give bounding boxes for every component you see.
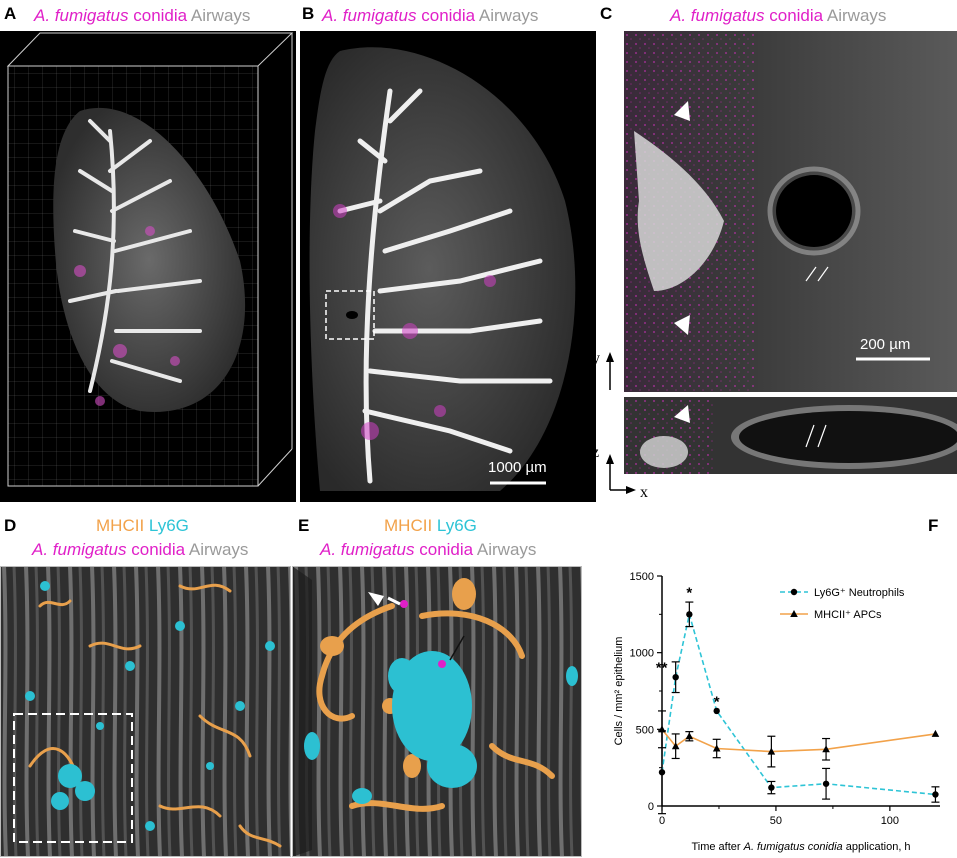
y-tick-label: 500 — [636, 724, 654, 736]
ly6g-label: Ly6G — [436, 516, 477, 535]
series-line-1 — [661, 728, 936, 753]
conidia-label: conidia — [131, 540, 186, 559]
data-point-circle — [768, 784, 775, 791]
data-point-triangle — [671, 742, 680, 750]
data-point-circle — [672, 674, 679, 681]
conidia-label: conidia — [133, 6, 188, 25]
panel-c-xz-image — [624, 397, 957, 474]
species-name: A. fumigatus — [32, 540, 127, 559]
data-point-triangle — [931, 729, 940, 737]
conidia-label: conidia — [419, 540, 474, 559]
panel-label-f: F — [928, 516, 939, 535]
airways-label: Airways — [478, 6, 539, 25]
significance-marker: * — [714, 693, 720, 710]
x-tick-label: 100 — [881, 815, 899, 827]
mhcii-label: MHCII — [96, 516, 145, 535]
data-point-triangle — [685, 732, 694, 740]
legend-marker — [790, 588, 798, 596]
panel-c-title: A. fumigatus conidia Airways — [670, 6, 886, 26]
chart-f: 0 500 1000 1500 0 50 100 Cells / mm² epithelium… — [613, 571, 940, 853]
mhcii-label: MHCII — [384, 516, 433, 535]
scale-bar-label: 200 µm — [860, 336, 911, 353]
ly6g-label: Ly6G — [148, 516, 189, 535]
airways-label: Airways — [190, 6, 251, 25]
legend-label: MHCII⁺ APCs — [814, 609, 882, 621]
species-name: A. fumigatus — [320, 540, 415, 559]
panel-d-title-1: MHCII Ly6G — [96, 516, 189, 536]
series-line-0 — [661, 614, 936, 796]
y-tick-label: 0 — [648, 801, 654, 813]
y-tick-label: 1000 — [630, 648, 654, 660]
axis-y-label: y — [592, 350, 600, 367]
airways-label: Airways — [826, 6, 887, 25]
panel-label-a: A — [4, 4, 17, 23]
panel-d-image — [0, 566, 291, 857]
species-name: A. fumigatus — [670, 6, 765, 25]
legend-label: Ly6G⁺ Neutrophils — [814, 587, 905, 599]
panel-e-title-2: A. fumigatus conidia Airways — [320, 540, 536, 560]
species-name: A. fumigatus — [34, 6, 129, 25]
panel-label-e: E — [298, 516, 310, 535]
data-point-circle — [932, 791, 939, 798]
panel-a-image — [0, 31, 296, 502]
data-point-circle — [822, 780, 830, 787]
panel-d-title-2: A. fumigatus conidia Airways — [32, 540, 248, 560]
y-tick-label: 1500 — [630, 571, 654, 583]
conidia-label: conidia — [421, 6, 476, 25]
airways-label: Airways — [476, 540, 537, 559]
data-point-circle — [686, 611, 693, 618]
legend-marker — [790, 610, 798, 617]
data-point-triangle — [822, 745, 830, 753]
panel-label-b: B — [302, 4, 315, 23]
conidia-label: conidia — [769, 6, 824, 25]
data-point-circle — [658, 769, 666, 776]
airways-label: Airways — [188, 540, 249, 559]
significance-marker: * — [686, 584, 692, 601]
x-tick-label: 0 — [659, 815, 665, 827]
panel-a-title: A. fumigatus conidia Airways — [34, 6, 250, 26]
panel-e-title-1: MHCII Ly6G — [384, 516, 477, 536]
panel-label-d: D — [4, 516, 17, 535]
panel-e-image — [292, 566, 582, 857]
axis-z-label: z — [592, 444, 600, 461]
panel-c-xy-image: 200 µm — [624, 31, 957, 392]
significance-marker: ** — [656, 660, 668, 677]
x-axis-label: Time after A. fumigatus conidia applicat… — [691, 841, 910, 853]
panel-b-image: 1000 µm — [300, 31, 596, 502]
data-point-circle — [713, 707, 720, 715]
species-name: A. fumigatus — [322, 6, 417, 25]
data-point-triangle — [767, 747, 776, 755]
y-axis-label: Cells / mm² epithelium — [613, 637, 625, 746]
axis-x-label: x — [640, 484, 648, 501]
data-point-triangle — [658, 725, 666, 733]
panel-b-title: A. fumigatus conidia Airways — [322, 6, 538, 26]
scale-bar-label: 1000 µm — [488, 459, 547, 476]
panel-label-c: C — [600, 4, 613, 23]
data-point-triangle — [712, 744, 721, 752]
x-tick-label: 50 — [770, 815, 782, 827]
